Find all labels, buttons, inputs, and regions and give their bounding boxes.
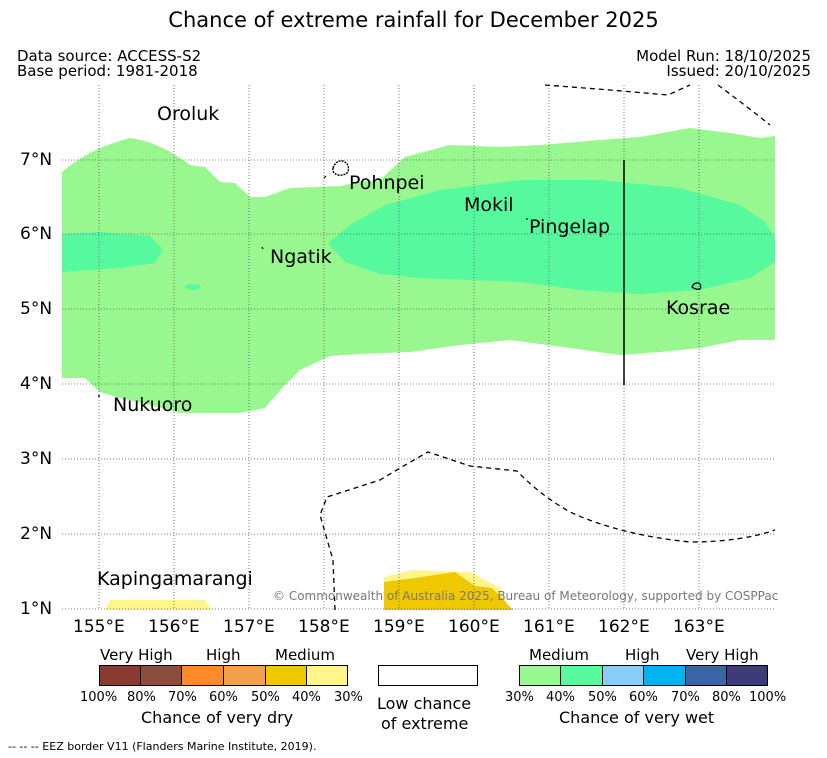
place-label-pingelap: Pingelap: [529, 216, 611, 238]
dry-tick-60: 60%: [209, 690, 238, 705]
wet-category-high: High: [625, 646, 660, 664]
wet-swatch-70-80: [685, 665, 727, 686]
place-label-nukuoro: Nukuoro: [113, 394, 193, 416]
place-label-kosrae: Kosrae: [666, 297, 731, 319]
dry-tick-50: 50%: [251, 690, 280, 705]
dry-tick-80: 80%: [127, 690, 156, 705]
y-tick-3n: 3°N: [20, 449, 53, 469]
place-label-ngatik: Ngatik: [270, 246, 332, 268]
issued-label: Issued: 20/10/2025: [666, 62, 811, 80]
x-tick-163: 163°E: [673, 617, 725, 637]
ant-atoll-mark: [323, 175, 327, 179]
dry-swatch-40-30: [306, 665, 348, 686]
x-tick-157: 157°E: [223, 617, 275, 637]
x-tick-158: 158°E: [298, 617, 350, 637]
dry-swatch-70-60: [181, 665, 224, 686]
x-tick-155: 155°E: [73, 617, 125, 637]
dry-tick-30: 30%: [334, 690, 363, 705]
wet-swatch-60-70: [643, 665, 686, 686]
x-tick-156: 156°E: [148, 617, 200, 637]
eez-border-north: [544, 84, 691, 96]
place-label-oroluk: Oroluk: [157, 103, 220, 125]
base-period-label: Base period: 1981-2018: [17, 62, 198, 80]
wet-swatch-80-100: [726, 665, 768, 686]
x-tick-161: 161°E: [523, 617, 575, 637]
y-tick-7n: 7°N: [20, 150, 53, 170]
dry-tick-40: 40%: [292, 690, 321, 705]
wet-tick-40: 40%: [546, 690, 575, 705]
dry-medium-region: [384, 572, 513, 610]
wet-swatch-50-60: [602, 665, 644, 686]
y-tick-6n: 6°N: [20, 224, 53, 244]
place-label-mokil: Mokil: [464, 194, 514, 216]
wet-tick-80: 80%: [712, 690, 741, 705]
wet-tick-70: 70%: [671, 690, 700, 705]
low-chance-label-line1: Low chance: [377, 694, 472, 713]
y-tick-4n: 4°N: [20, 374, 53, 394]
dry-swatch-100-80: [99, 665, 141, 686]
dry-swatch-50-40: [265, 665, 307, 686]
wet-high-patch: [185, 284, 201, 290]
eez-border-south: [319, 451, 776, 611]
eez-footnote: -- -- -- EEZ border V11 (Flanders Marine…: [8, 740, 317, 753]
wet-tick-100: 100%: [749, 690, 787, 705]
kosrae-island: [691, 282, 702, 290]
wet-tick-30: 30%: [505, 690, 534, 705]
dry-category-very-high: Very High: [100, 646, 173, 664]
dry-tick-70: 70%: [168, 690, 197, 705]
dry-category-medium: Medium: [275, 646, 335, 664]
copyright-notice: © Commonwealth of Australia 2025, Bureau…: [273, 589, 779, 603]
dry-swatch-60-50: [223, 665, 266, 686]
wet-high-region-west: [62, 232, 163, 272]
x-tick-159: 159°E: [373, 617, 425, 637]
pohnpei-island: [332, 160, 350, 176]
model-run-label: Model Run: 18/10/2025: [636, 47, 811, 65]
wet-swatch-40-50: [560, 665, 603, 686]
y-tick-5n: 5°N: [20, 299, 53, 319]
wet-tick-50: 50%: [588, 690, 617, 705]
wet-legend-title: Chance of very wet: [559, 708, 715, 727]
dry-legend-title: Chance of very dry: [141, 708, 294, 727]
data-source-label: Data source: ACCESS-S2: [17, 47, 202, 65]
map-title: Chance of extreme rainfall for December …: [168, 8, 659, 32]
x-tick-162: 162°E: [598, 617, 650, 637]
low-chance-label-line2: of extreme: [381, 714, 469, 733]
eez-border-northeast: [717, 84, 771, 126]
x-tick-160: 160°E: [448, 617, 500, 637]
wet-tick-60: 60%: [629, 690, 658, 705]
y-tick-1n: 1°N: [20, 599, 53, 619]
dry-tick-100: 100%: [80, 690, 118, 705]
low-chance-swatch: [378, 665, 478, 686]
dry-swatch-80-70: [140, 665, 182, 686]
dry-category-high: High: [206, 646, 241, 664]
y-tick-2n: 2°N: [20, 524, 53, 544]
wet-category-medium: Medium: [529, 646, 589, 664]
eez-borders: [319, 84, 776, 611]
place-label-kapingamarangi: Kapingamarangi: [97, 568, 253, 590]
ngatik-atoll-mark: [261, 246, 264, 250]
wet-high-region-east: [328, 180, 775, 294]
wet-swatch-30-40: [519, 665, 561, 686]
place-label-pohnpei: Pohnpei: [349, 172, 425, 194]
wet-category-very-high: Very High: [686, 646, 759, 664]
dry-low-region-west: [105, 600, 212, 610]
